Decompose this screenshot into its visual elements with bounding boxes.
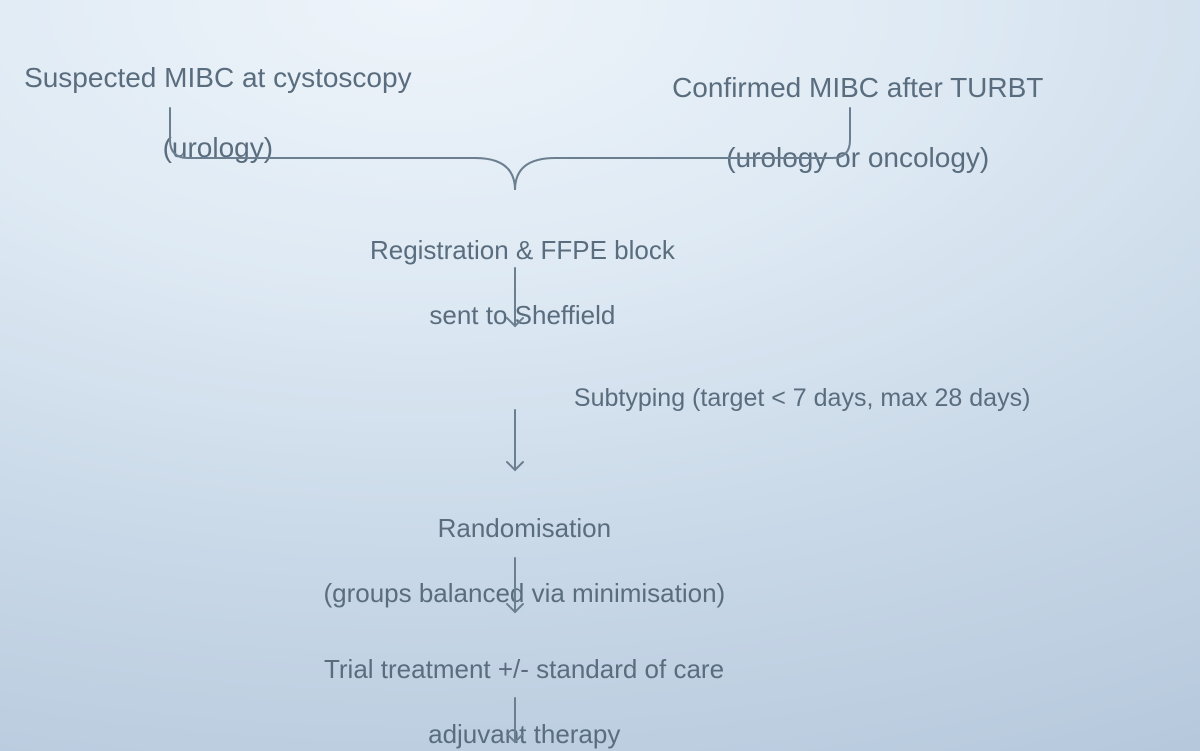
- side-subtyping: Subtyping (target < 7 days, max 28 days): [560, 352, 1030, 415]
- entry-right-line2: (urology or oncology): [726, 142, 989, 173]
- entry-right-line1: Confirmed MIBC after TURBT: [672, 72, 1043, 103]
- entry-left-line1: Suspected MIBC at cystoscopy: [24, 62, 412, 93]
- step-registration: Registration & FFPE block sent to Sheffi…: [356, 202, 675, 332]
- step-randomisation-line2: (groups balanced via minimisation): [323, 578, 725, 608]
- step-randomisation: Randomisation (groups balanced via minim…: [309, 480, 725, 610]
- entry-left: Suspected MIBC at cystoscopy (urology): [9, 25, 412, 165]
- entry-left-line2: (urology): [163, 132, 273, 163]
- step-randomisation-line1: Randomisation: [438, 513, 611, 543]
- step-registration-line1: Registration & FFPE block: [370, 235, 675, 265]
- step-registration-line2: sent to Sheffield: [429, 300, 615, 330]
- side-subtyping-text: Subtyping (target < 7 days, max 28 days): [574, 384, 1031, 412]
- entry-right: Confirmed MIBC after TURBT (urology or o…: [657, 35, 1044, 175]
- step-followup: 12 months follow up: [394, 731, 640, 751]
- step-treatment-line1: Trial treatment +/- standard of care: [324, 654, 724, 684]
